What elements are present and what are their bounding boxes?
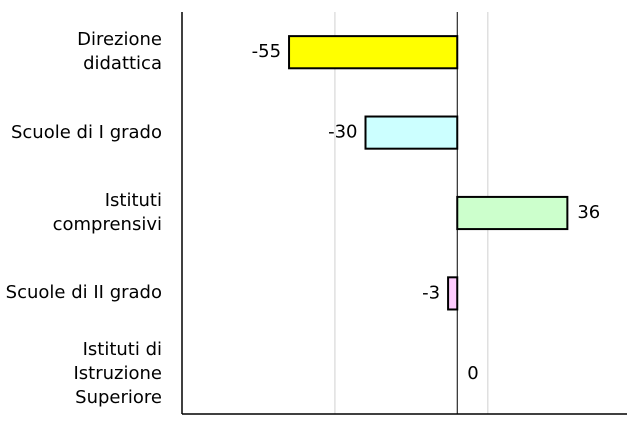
value-label: 36 [577,202,600,223]
category-label: Scuole di I grado [10,121,162,143]
bar [456,195,569,231]
value-label: -55 [252,41,281,62]
category-label: Istituti di Istruzione Superiore [73,338,163,408]
bar [288,35,459,70]
value-label: -30 [328,122,357,143]
value-label: -3 [422,282,440,303]
category-label: Direzione didattica [77,29,162,75]
category-label: Istituti comprensivi [52,190,162,235]
category-label: Scuole di II grado [5,282,162,304]
bar [447,276,459,311]
value-label: 0 [467,363,478,384]
bar [364,115,459,150]
